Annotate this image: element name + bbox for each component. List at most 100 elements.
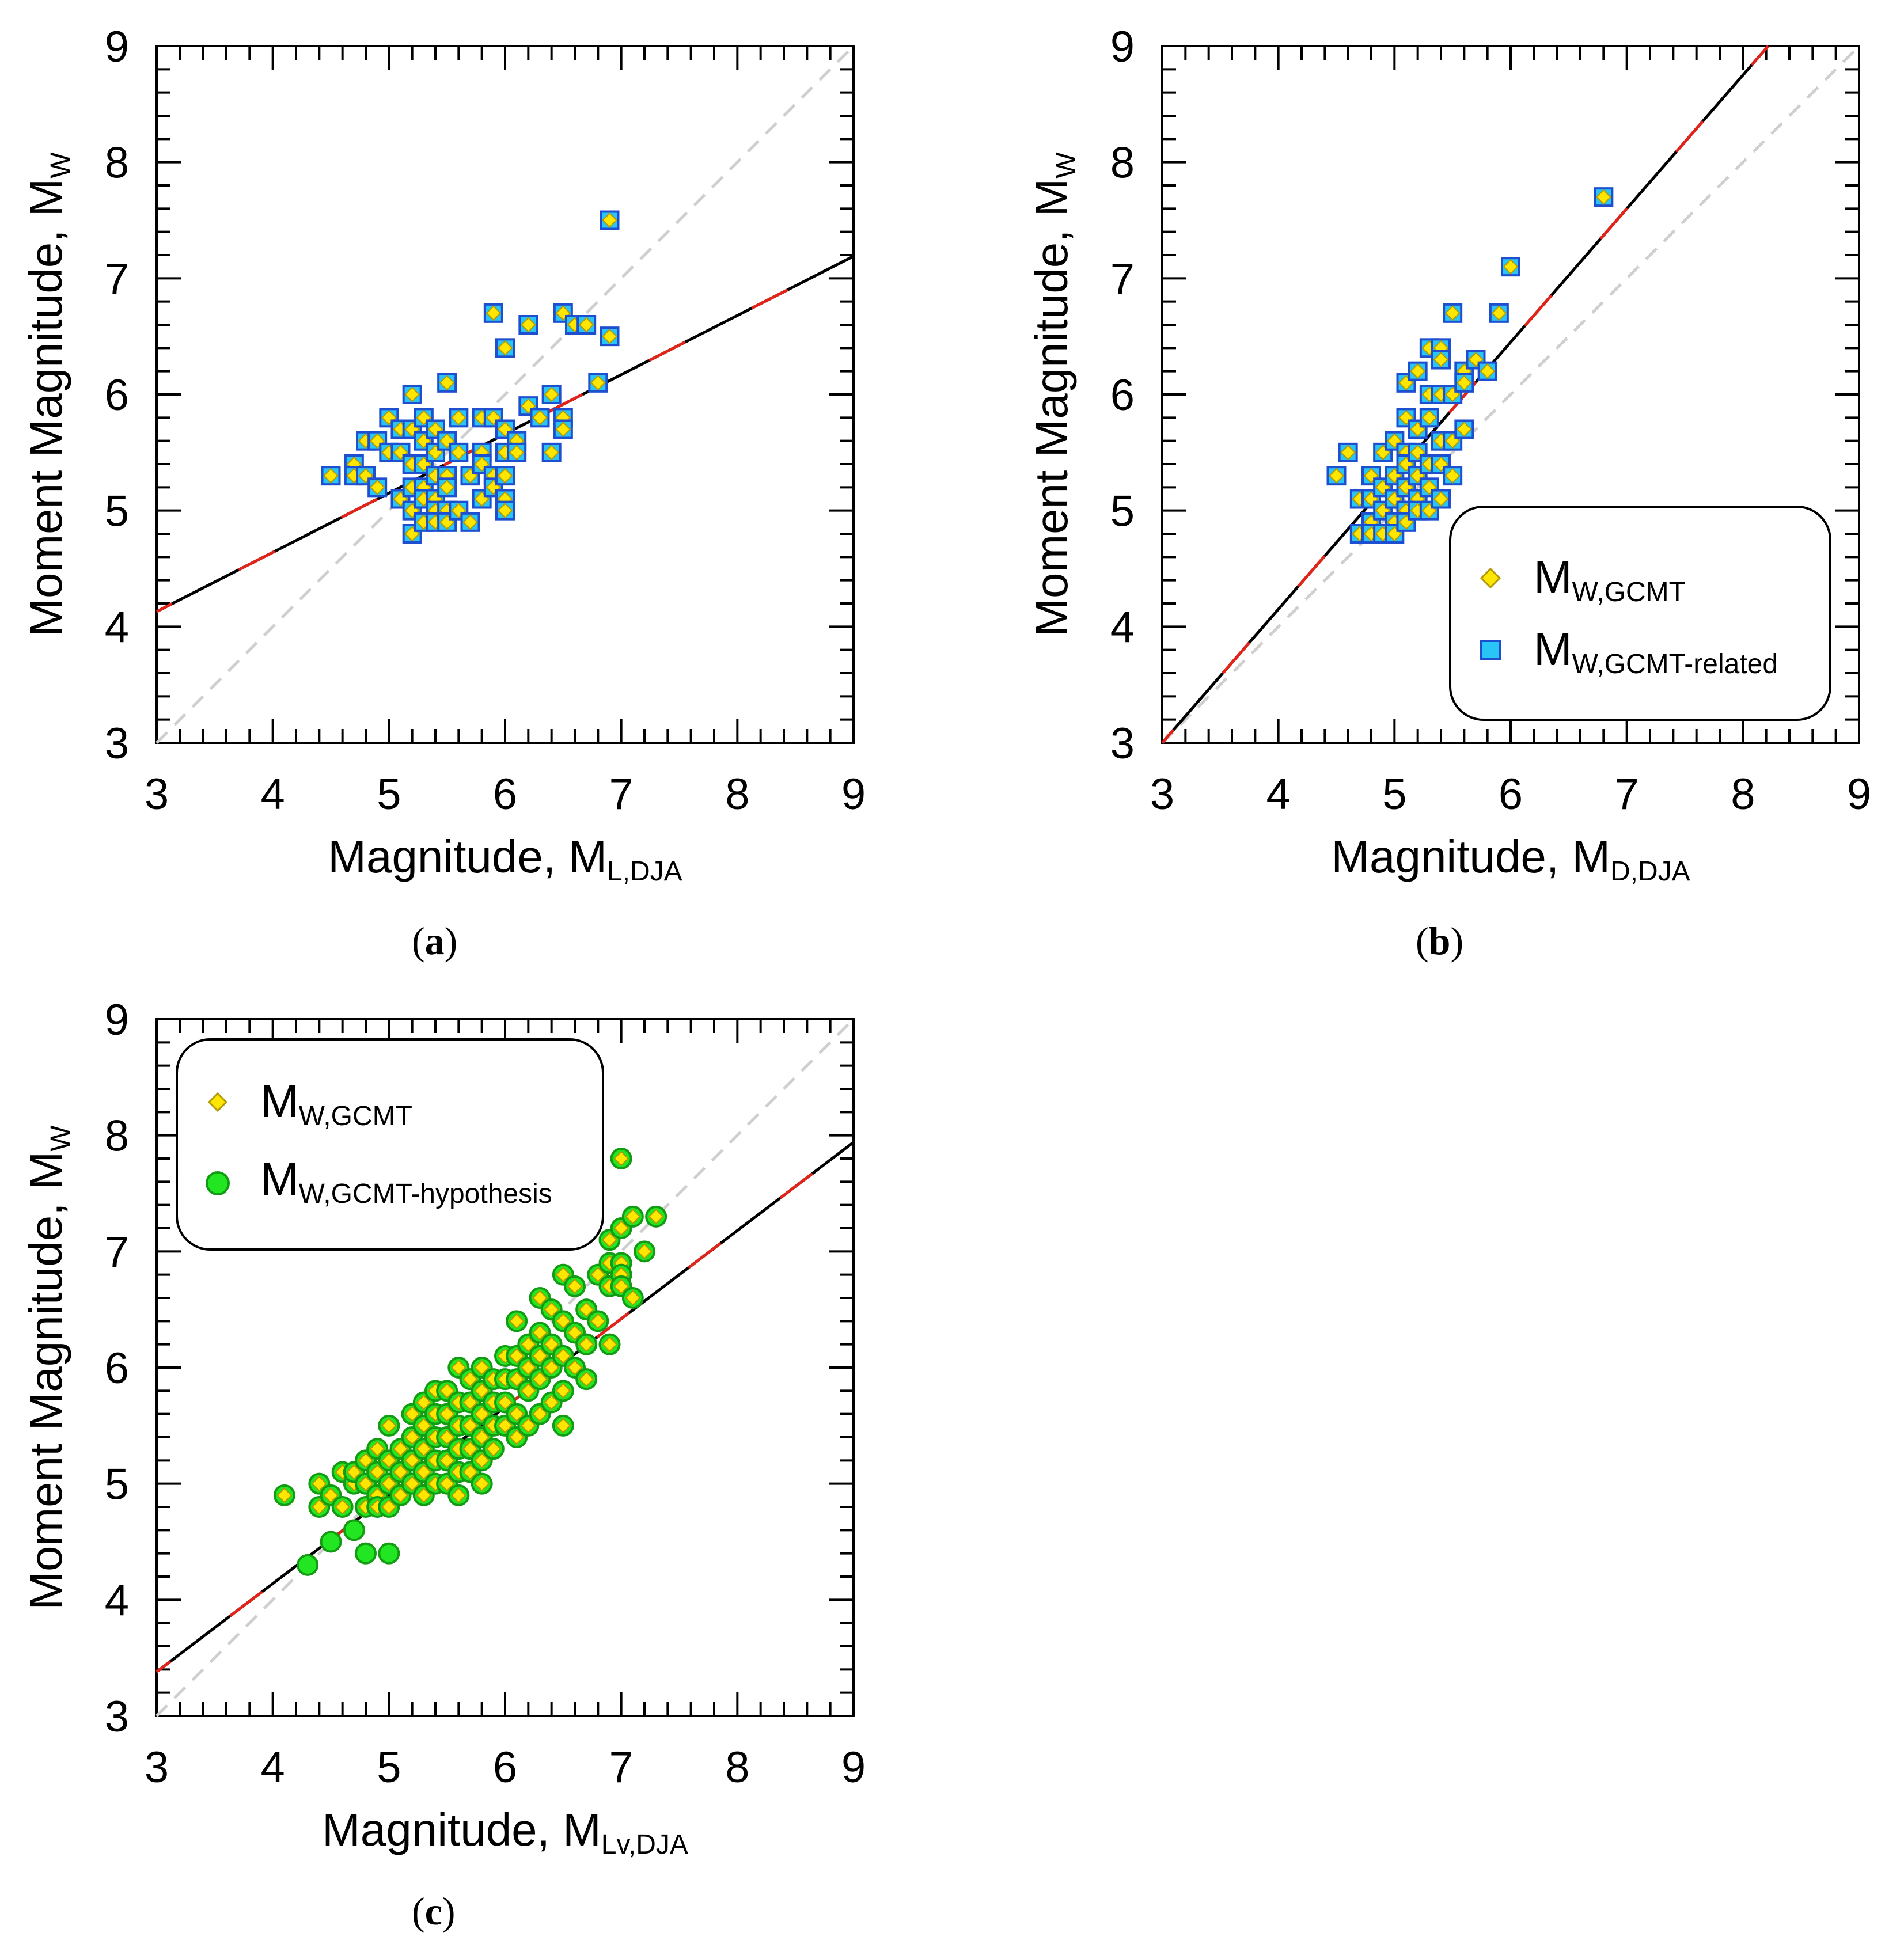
data-point-diamond <box>532 409 548 426</box>
data-point-diamond <box>416 1395 432 1410</box>
x-tick-label: 3 <box>145 770 169 819</box>
data-point-diamond <box>311 1499 327 1515</box>
data-point-diamond <box>544 1360 560 1376</box>
data-point-diamond <box>346 1464 362 1480</box>
legend-box <box>1449 506 1831 721</box>
legend-label-gcmt-related: MW,GCMT-related <box>1534 624 1778 679</box>
data-point-diamond <box>544 1336 560 1353</box>
data-point-diamond <box>613 1220 629 1236</box>
data-point-diamond <box>404 1476 420 1492</box>
data-point-diamond <box>474 1360 490 1376</box>
y-tick-label: 9 <box>105 22 129 71</box>
data-point-diamond <box>416 1418 432 1434</box>
chart-panel-b: 33 4 4 5 5 6 6 7 7 8 8 9 9 MW,GCMT MW,GCMT-related M… <box>1026 22 1871 887</box>
data-point-diamond <box>1329 468 1344 484</box>
x-tick-label: 6 <box>493 1743 517 1792</box>
data-point-diamond <box>474 456 490 472</box>
data-point-diamond <box>393 1487 408 1503</box>
legend-circle-icon <box>206 1171 230 1195</box>
tick-labels: 33 4 4 5 5 6 6 7 7 8 8 9 9 <box>105 22 866 819</box>
data-point-diamond <box>311 1476 327 1492</box>
one-to-one-line <box>1161 45 1860 744</box>
data-point-diamond <box>520 1418 536 1434</box>
data-point-diamond <box>520 317 536 333</box>
data-point-diamond <box>381 1418 397 1434</box>
data-point-diamond <box>544 386 560 402</box>
data-point-diamond <box>567 1360 583 1376</box>
data-point-diamond <box>578 1336 594 1353</box>
y-tick-label: 7 <box>1110 255 1135 303</box>
data-point-circle <box>320 1531 342 1553</box>
data-point-diamond <box>404 1406 420 1422</box>
data-point-circle <box>297 1554 319 1576</box>
y-tick-label: 3 <box>105 719 129 768</box>
x-tick-label: 3 <box>1150 770 1174 819</box>
data-point-diamond <box>555 1313 571 1329</box>
caption-c: (c) <box>412 1889 456 1933</box>
data-point-diamond <box>462 1371 478 1387</box>
data-point-diamond <box>613 1150 629 1167</box>
data-points <box>1326 187 1614 544</box>
data-point-diamond <box>555 1348 571 1364</box>
data-point-diamond <box>439 1476 455 1492</box>
data-point-diamond <box>602 328 617 344</box>
data-point-diamond <box>416 1441 432 1457</box>
y-tick-label: 8 <box>105 139 129 188</box>
x-tick-label: 9 <box>841 1743 866 1792</box>
data-point-diamond <box>439 1406 455 1422</box>
data-point-diamond <box>450 445 466 461</box>
legend-box <box>176 1038 604 1251</box>
x-tick-label: 4 <box>261 770 285 819</box>
data-point-diamond <box>590 375 606 391</box>
data-point-diamond <box>544 1301 560 1317</box>
data-point-diamond <box>474 1429 490 1445</box>
data-point-diamond <box>602 1232 617 1248</box>
data-point-diamond <box>532 1325 548 1341</box>
data-point-diamond <box>497 503 513 519</box>
data-point-diamond <box>567 1278 583 1294</box>
data-point-diamond <box>369 479 385 495</box>
y-tick-label: 5 <box>1110 487 1135 536</box>
data-point-diamond <box>520 1336 536 1353</box>
y-tick-label: 3 <box>1110 719 1135 768</box>
data-point-diamond <box>497 1395 513 1410</box>
y-axis-label: Moment Magnitude, MW <box>1026 152 1082 637</box>
legend-label-gcmt: MW,GCMT <box>260 1076 412 1131</box>
data-point-circle <box>355 1542 377 1565</box>
one-to-one-line <box>155 1018 855 1717</box>
data-point-diamond <box>404 1452 420 1468</box>
data-point-diamond <box>486 1441 502 1457</box>
x-tick-label: 5 <box>1382 770 1406 819</box>
x-tick-label: 9 <box>841 770 866 819</box>
data-point-diamond <box>1491 305 1507 321</box>
data-point-diamond <box>578 1301 594 1317</box>
axis-ticks <box>1161 45 1860 744</box>
data-point-diamond <box>393 1441 408 1457</box>
y-tick-label: 6 <box>1110 371 1135 420</box>
data-point-diamond <box>369 1464 385 1480</box>
data-point-diamond <box>1433 491 1449 507</box>
data-point-diamond <box>1421 409 1438 426</box>
data-point-diamond <box>648 1209 664 1225</box>
axis-ticks <box>155 45 855 744</box>
x-tick-label: 5 <box>377 1743 401 1792</box>
one-to-one-line <box>155 45 855 744</box>
data-point-diamond <box>544 445 560 461</box>
y-tick-label: 4 <box>105 603 129 652</box>
data-point-diamond <box>1410 445 1426 461</box>
data-point-diamond <box>544 1395 560 1410</box>
x-tick-label: 6 <box>1499 770 1523 819</box>
data-point-diamond <box>1595 189 1611 205</box>
data-point-diamond <box>509 1313 525 1329</box>
data-point-diamond <box>358 468 374 484</box>
x-tick-label: 3 <box>145 1743 169 1792</box>
data-point-diamond <box>404 1429 420 1445</box>
data-point-diamond <box>555 1267 571 1283</box>
tick-labels: 33 4 4 5 5 6 6 7 7 8 8 9 9 <box>1110 22 1871 819</box>
data-point-diamond <box>439 375 455 391</box>
x-axis-label: Magnitude, ML,DJA <box>328 831 682 887</box>
data-point-diamond <box>520 1360 536 1376</box>
y-tick-label: 5 <box>105 487 129 536</box>
data-point-diamond <box>474 1452 490 1468</box>
